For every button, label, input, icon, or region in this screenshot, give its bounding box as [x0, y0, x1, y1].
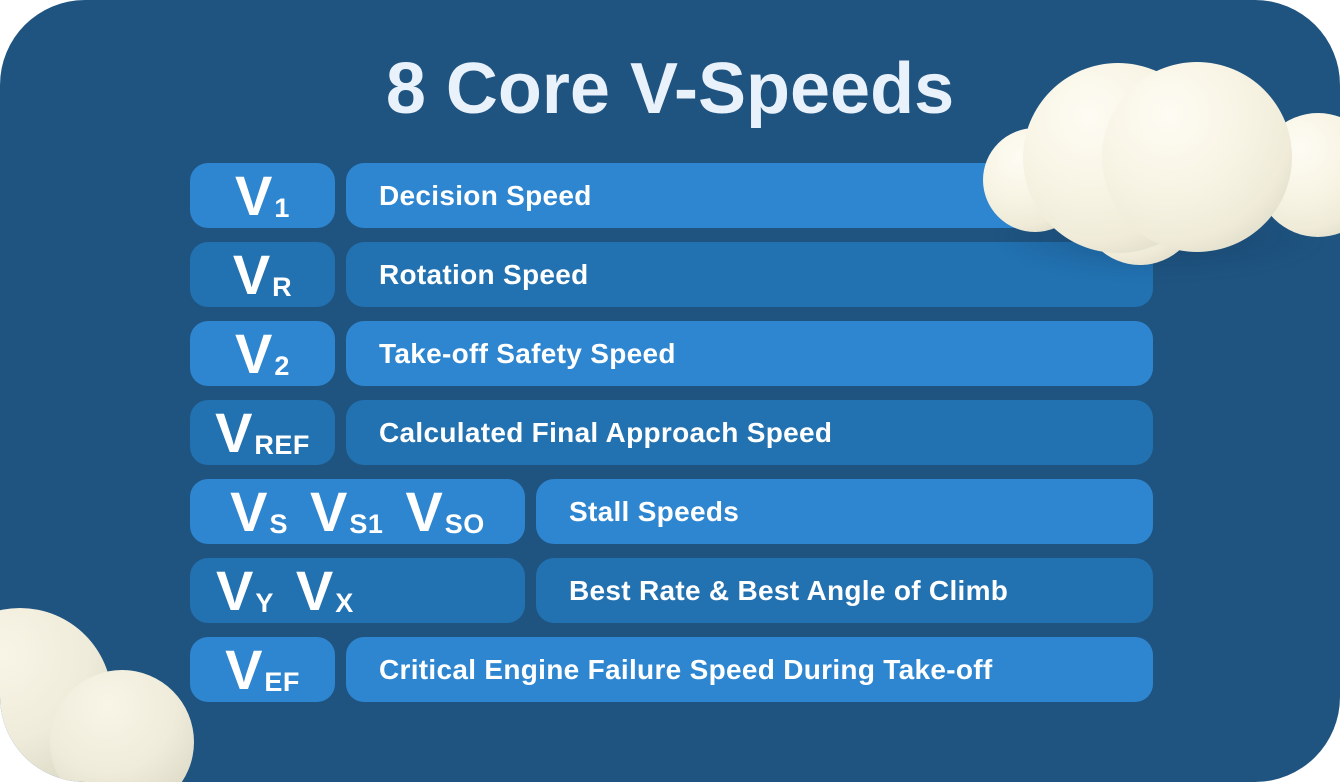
- v-base: V: [235, 321, 273, 385]
- v-speed-badge: V REF: [190, 400, 335, 465]
- description-label: Calculated Final Approach Speed: [379, 416, 833, 448]
- v-subscript: SO: [444, 508, 485, 539]
- description-label: Stall Speeds: [569, 495, 740, 527]
- v-subscript: S1: [349, 508, 384, 539]
- v-speed-row: V S V S1 V SO Stall Speeds: [190, 479, 1153, 544]
- description-label: Rotation Speed: [379, 258, 589, 290]
- v-symbol: V REF: [215, 400, 310, 464]
- cloud-lobe: [1102, 62, 1292, 252]
- description-label: Take-off Safety Speed: [379, 337, 676, 369]
- description-pill: Critical Engine Failure Speed During Tak…: [346, 637, 1153, 702]
- v-subscript: S: [269, 508, 289, 539]
- cloud-lobe: [50, 670, 194, 782]
- v-symbol: V S1: [310, 479, 384, 543]
- description-pill: Calculated Final Approach Speed: [346, 400, 1153, 465]
- v-symbol: V SO: [405, 479, 485, 543]
- v-base: V: [232, 242, 271, 306]
- description-label: Best Rate & Best Angle of Climb: [569, 574, 1009, 606]
- v-subscript: R: [272, 271, 293, 302]
- v-subscript: 2: [274, 350, 290, 381]
- v-base: V: [295, 558, 334, 622]
- v-subscript: EF: [264, 666, 300, 697]
- description-pill: Stall Speeds: [536, 479, 1153, 544]
- v-symbol: V EF: [225, 637, 300, 701]
- description-pill: Take-off Safety Speed: [346, 321, 1153, 386]
- v-base: V: [405, 479, 443, 543]
- v-base: V: [230, 479, 268, 543]
- description-pill: Rotation Speed: [346, 242, 1153, 307]
- v-subscript: X: [335, 587, 354, 618]
- page-title: 8 Core V-Speeds: [385, 49, 955, 129]
- v-speed-row: V EF Critical Engine Failure Speed During…: [190, 637, 1153, 702]
- v-subscript: 1: [274, 192, 290, 223]
- v-base: V: [310, 479, 348, 543]
- v-speed-badge: V EF: [190, 637, 335, 702]
- v-speed-badge: V S V S1 V SO: [190, 479, 525, 544]
- v-base: V: [216, 558, 254, 622]
- v-base: V: [225, 637, 263, 701]
- v-base: V: [215, 400, 253, 464]
- v-speed-row: V REF Calculated Final Approach Speed: [190, 400, 1153, 465]
- v-base: V: [235, 163, 273, 227]
- v-subscript: REF: [254, 429, 310, 460]
- description-label: Critical Engine Failure Speed During Tak…: [379, 653, 993, 685]
- description-label: Decision Speed: [379, 179, 592, 211]
- v-subscript: Y: [255, 587, 274, 618]
- description-pill: Best Rate & Best Angle of Climb: [536, 558, 1153, 623]
